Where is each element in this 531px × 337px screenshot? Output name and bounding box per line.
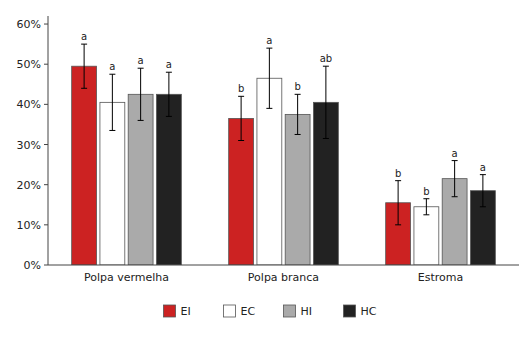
annotation: a (81, 31, 87, 42)
error-cap (452, 196, 458, 197)
annotation: b (238, 83, 244, 94)
error-cap (395, 224, 401, 225)
y-tick (44, 24, 48, 25)
error-line (241, 96, 242, 140)
error-bar (452, 161, 458, 197)
x-axis (48, 265, 519, 266)
error-cap (138, 68, 144, 69)
legend-label: HI (301, 305, 313, 318)
error-line (112, 74, 113, 130)
annotation: a (138, 55, 144, 66)
legend: EI EC HI HC (164, 305, 377, 318)
y-tick (44, 265, 48, 266)
error-cap (81, 44, 87, 45)
legend-label: HC (361, 305, 377, 318)
annotation: ab (320, 53, 332, 64)
error-cap (166, 116, 172, 117)
category-label: Estroma (418, 271, 463, 284)
error-line (297, 94, 298, 134)
legend-label: EI (181, 305, 191, 318)
error-line (269, 48, 270, 108)
legend-swatch (284, 305, 296, 317)
error-cap (423, 214, 429, 215)
error-cap (81, 88, 87, 89)
error-bar (266, 48, 272, 108)
error-cap (480, 206, 486, 207)
legend-label: EC (241, 305, 256, 318)
error-bar (238, 96, 244, 140)
error-line (426, 199, 427, 215)
bar (285, 114, 310, 265)
y-tick-label: 40% (17, 98, 41, 111)
error-bar (480, 175, 486, 207)
error-cap (266, 48, 272, 49)
error-cap (395, 180, 401, 181)
annotation: a (452, 148, 458, 159)
y-tick (44, 64, 48, 65)
error-cap (295, 94, 301, 95)
bars (72, 44, 496, 265)
error-cap (452, 160, 458, 161)
annotation: b (294, 81, 300, 92)
error-cap (295, 134, 301, 135)
error-cap (323, 66, 329, 67)
error-cap (138, 120, 144, 121)
error-cap (109, 74, 115, 75)
error-cap (109, 130, 115, 131)
error-cap (266, 108, 272, 109)
annotation: a (266, 35, 272, 46)
bar (72, 66, 97, 265)
y-tick-label: 10% (17, 219, 41, 232)
annotation: a (480, 162, 486, 173)
y-tick (44, 224, 48, 225)
annotation: b (423, 186, 429, 197)
error-line (84, 44, 85, 88)
error-bar (395, 181, 401, 225)
y-tick-label: 60% (17, 18, 41, 31)
annotation: a (166, 59, 172, 70)
y-tick-label: 50% (17, 58, 41, 71)
category-label: Polpa vermelha (84, 271, 169, 284)
y-tick-label: 0% (24, 259, 41, 272)
error-line (168, 72, 169, 116)
error-cap (423, 198, 429, 199)
error-line (140, 68, 141, 120)
error-cap (480, 174, 486, 175)
bar (156, 94, 181, 265)
error-bar (295, 94, 301, 134)
category-label: Polpa branca (248, 271, 319, 284)
error-bar (138, 68, 144, 120)
error-cap (238, 140, 244, 141)
error-bar (423, 199, 429, 215)
y-tick (44, 184, 48, 185)
chart: 0%10%20%30%40%50%60%abbaababaaabaPolpa v… (0, 0, 531, 337)
error-line (482, 175, 483, 207)
error-line (454, 161, 455, 197)
error-bar (323, 66, 329, 138)
annotation: a (109, 61, 115, 72)
y-axis (48, 16, 49, 265)
bar (414, 207, 439, 265)
y-tick-label: 30% (17, 139, 41, 152)
y-tick (44, 104, 48, 105)
error-line (398, 181, 399, 225)
error-cap (323, 138, 329, 139)
legend-swatch (344, 305, 356, 317)
error-line (325, 66, 326, 138)
error-bar (166, 72, 172, 116)
error-cap (166, 72, 172, 73)
error-bar (81, 44, 87, 88)
legend-swatch (224, 305, 236, 317)
error-bar (109, 74, 115, 130)
y-tick-label: 20% (17, 179, 41, 192)
error-cap (238, 96, 244, 97)
legend-swatch (164, 305, 176, 317)
y-tick (44, 144, 48, 145)
annotation: b (395, 168, 401, 179)
bar (229, 118, 254, 265)
